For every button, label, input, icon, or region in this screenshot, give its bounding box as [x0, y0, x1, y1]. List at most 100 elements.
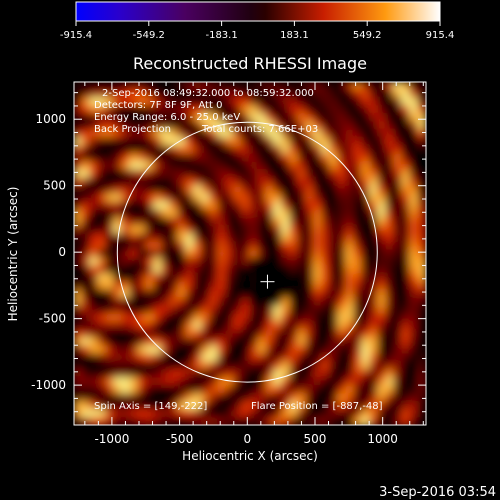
heatmap-cell: [352, 232, 364, 244]
heatmap-cell: [74, 224, 84, 236]
heatmap-cell: [192, 200, 204, 212]
heatmap-cell: [248, 160, 260, 172]
heatmap-cell: [216, 82, 228, 92]
heatmap-cell: [74, 82, 84, 92]
heatmap-cell: [408, 392, 420, 404]
heatmap-cell: [232, 168, 244, 180]
heatmap-cell: [74, 376, 84, 388]
heatmap-cell: [328, 360, 340, 372]
heatmap-cell: [392, 400, 404, 412]
heatmap-cell: [176, 400, 188, 412]
heatmap-cell: [256, 328, 268, 340]
heatmap-cell: [112, 136, 124, 148]
heatmap-cell: [176, 256, 188, 268]
heatmap-cell: [288, 288, 300, 300]
heatmap-cell: [240, 240, 252, 252]
heatmap-cell: [256, 392, 268, 404]
heatmap-cell: [176, 344, 188, 356]
heatmap-cell: [128, 400, 140, 412]
heatmap-cell: [408, 320, 420, 332]
heatmap-cell: [264, 184, 276, 196]
heatmap-cell: [400, 216, 412, 228]
heatmap-cell: [160, 392, 172, 404]
heatmap-cell: [74, 256, 84, 268]
heatmap-cell: [208, 176, 220, 188]
heatmap-cell: [128, 104, 140, 116]
heatmap-cell: [392, 328, 404, 340]
heatmap-cell: [360, 240, 372, 252]
heatmap-cell: [74, 328, 84, 340]
heatmap-cell: [272, 304, 284, 316]
heatmap-cell: [312, 400, 324, 412]
heatmap-cell: [312, 184, 324, 196]
heatmap-cell: [248, 304, 260, 316]
heatmap-cell: [168, 328, 180, 340]
heatmap-cell: [392, 112, 404, 124]
heatmap-cell: [264, 224, 276, 236]
heatmap-cell: [400, 384, 412, 396]
heatmap-cell: [144, 192, 156, 204]
heatmap-cell: [352, 152, 364, 164]
heatmap-cell: [192, 120, 204, 132]
heatmap-cell: [176, 152, 188, 164]
heatmap-cell: [304, 200, 316, 212]
heatmap-cell: [88, 320, 100, 332]
heatmap-cell: [336, 240, 348, 252]
heatmap-cell: [192, 360, 204, 372]
heatmap-cell: [208, 112, 220, 124]
heatmap-cell: [328, 192, 340, 204]
heatmap-cell: [88, 280, 100, 292]
heatmap-cell: [264, 192, 276, 204]
heatmap-cell: [376, 112, 388, 124]
heatmap-cell: [328, 272, 340, 284]
heatmap-cell: [104, 152, 116, 164]
heatmap-cell: [192, 104, 204, 116]
heatmap-cell: [152, 256, 164, 268]
heatmap-cell: [408, 112, 420, 124]
heatmap-cell: [176, 216, 188, 228]
heatmap-cell: [256, 352, 268, 364]
heatmap-cell: [296, 288, 308, 300]
heatmap-cell: [208, 280, 220, 292]
heatmap-cell: [232, 200, 244, 212]
heatmap-cell: [304, 376, 316, 388]
heatmap-cell: [224, 392, 236, 404]
heatmap-cell: [248, 96, 260, 108]
heatmap-cell: [80, 168, 92, 180]
heatmap-cell: [248, 120, 260, 132]
heatmap-cell: [272, 160, 284, 172]
heatmap-cell: [352, 280, 364, 292]
heatmap-cell: [104, 256, 116, 268]
heatmap-cell: [400, 328, 412, 340]
heatmap-cell: [160, 104, 172, 116]
heatmap-cell: [376, 256, 388, 268]
heatmap-cell: [232, 328, 244, 340]
heatmap-cell: [304, 96, 316, 108]
heatmap-cell: [376, 144, 388, 156]
heatmap-cell: [192, 304, 204, 316]
heatmap-cell: [304, 232, 316, 244]
heatmap-cell: [376, 272, 388, 284]
heatmap-cell: [240, 144, 252, 156]
heatmap-cell: [224, 272, 236, 284]
heatmap-cell: [88, 296, 100, 308]
heatmap-cell: [392, 376, 404, 388]
heatmap-cell: [312, 208, 324, 220]
heatmap-cell: [408, 328, 420, 340]
heatmap-cell: [384, 240, 396, 252]
heatmap-cell: [160, 272, 172, 284]
heatmap-cell: [416, 216, 426, 228]
heatmap-cell: [296, 320, 308, 332]
heatmap-cell: [224, 288, 236, 300]
heatmap-cell: [376, 352, 388, 364]
heatmap-cell: [192, 248, 204, 260]
heatmap-cell: [216, 304, 228, 316]
heatmap-cell: [176, 96, 188, 108]
heatmap-cell: [264, 304, 276, 316]
heatmap-cell: [120, 344, 132, 356]
heatmap-cell: [400, 376, 412, 388]
heatmap-cell: [216, 192, 228, 204]
heatmap-cell: [400, 296, 412, 308]
heatmap-cell: [408, 264, 420, 276]
heatmap-cell: [376, 280, 388, 292]
